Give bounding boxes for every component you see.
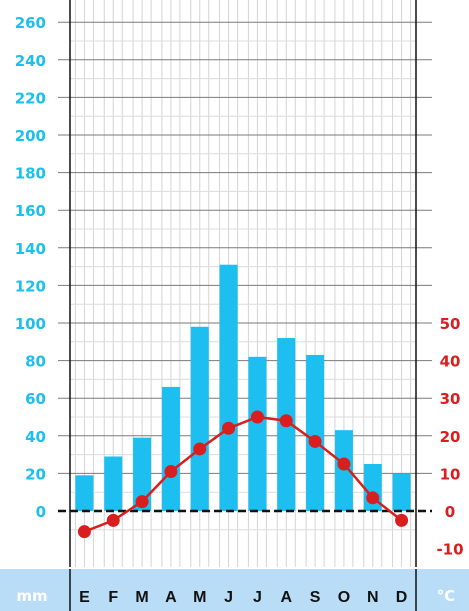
- left-tick-label: 220: [15, 89, 46, 107]
- month-label: M: [135, 589, 148, 606]
- right-tick-label: 0: [445, 503, 455, 521]
- month-label: O: [338, 589, 350, 606]
- left-tick-label: 180: [15, 165, 46, 183]
- precipitation-bar: [306, 354, 325, 511]
- precipitation-bar: [104, 456, 123, 511]
- right-tick-label: 30: [440, 390, 461, 408]
- footer-band: [0, 569, 469, 611]
- left-axis-unit: mm: [16, 587, 47, 605]
- left-tick-label: 20: [25, 465, 46, 483]
- month-label: J: [253, 589, 262, 606]
- left-tick-label: 160: [15, 202, 46, 220]
- precipitation-bar: [75, 475, 94, 511]
- month-label: N: [367, 589, 379, 606]
- temperature-point: [164, 465, 178, 479]
- temperature-point: [193, 442, 207, 456]
- month-label: S: [310, 589, 321, 606]
- month-label: E: [79, 589, 90, 606]
- temperature-point: [366, 491, 380, 505]
- right-tick-label: 40: [440, 353, 461, 371]
- precipitation-bar: [334, 430, 353, 511]
- precipitation-bar: [219, 264, 238, 511]
- month-label: M: [193, 589, 206, 606]
- right-axis-ticks: -10 0 10 20 30 40 50: [436, 315, 463, 559]
- left-axis-ticks: 0 20 40 60 80 100 120 140 160 180 200 220 240 260: [15, 14, 46, 521]
- temperature-point: [337, 457, 351, 471]
- temperature-point: [308, 434, 322, 448]
- left-tick-label: 40: [25, 428, 46, 446]
- temperature-polyline: [83, 415, 403, 533]
- month-label: J: [224, 589, 233, 606]
- left-tick-label: 240: [15, 52, 46, 70]
- left-tick-label: 100: [15, 315, 46, 333]
- right-tick-label: 20: [440, 428, 461, 446]
- left-tick-label: 60: [25, 390, 46, 408]
- right-tick-label: -10: [436, 541, 463, 559]
- temperature-point: [279, 414, 293, 428]
- precipitation-bar: [161, 386, 180, 511]
- month-label: D: [396, 589, 408, 606]
- temperature-point: [250, 410, 264, 424]
- left-tick-label: 260: [15, 14, 46, 32]
- precipitation-bars: [75, 264, 411, 511]
- left-tick-label: 140: [15, 240, 46, 258]
- month-label: A: [165, 589, 177, 606]
- right-tick-label: 10: [440, 465, 461, 483]
- left-tick-label: 200: [15, 127, 46, 145]
- left-tick-label: 120: [15, 277, 46, 295]
- temperature-point: [395, 513, 409, 527]
- month-label: A: [280, 589, 292, 606]
- temperature-point: [77, 525, 91, 539]
- precipitation-bar: [133, 437, 152, 511]
- left-tick-label: 80: [25, 353, 46, 371]
- temperature-line: [77, 410, 409, 539]
- precipitation-bar: [190, 326, 209, 511]
- temperature-point: [222, 421, 236, 435]
- axes: [58, 0, 432, 567]
- precipitation-bar: [392, 473, 411, 511]
- right-axis-unit: °C: [437, 587, 456, 605]
- temperature-point: [135, 495, 149, 509]
- temperature-point: [106, 513, 120, 527]
- right-tick-label: 50: [440, 315, 461, 333]
- month-label: F: [108, 589, 118, 606]
- left-tick-label: 0: [36, 503, 46, 521]
- precipitation-bar: [248, 356, 267, 511]
